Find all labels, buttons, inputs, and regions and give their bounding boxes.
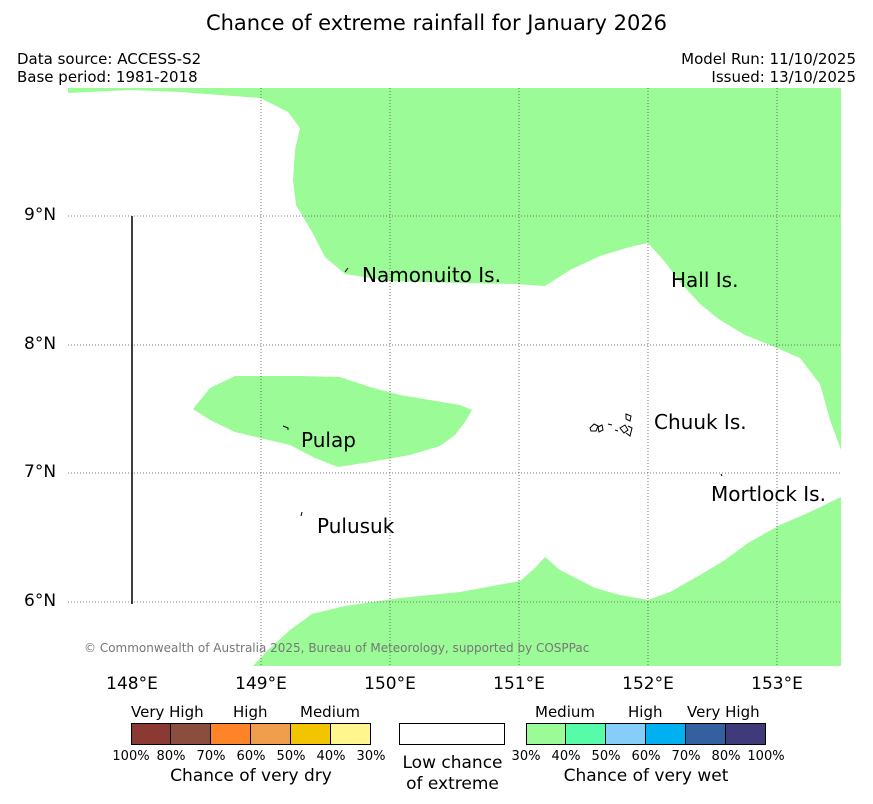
dry-tick: 50% <box>276 749 306 764</box>
dry-swatch-2 <box>171 723 211 745</box>
island-shapes <box>282 267 723 517</box>
copyright-notice: © Commonwealth of Australia 2025, Bureau… <box>84 641 590 655</box>
legend-dry-high: High <box>233 703 268 721</box>
lon-label-148e: 148°E <box>106 674 158 694</box>
dry-tick: 60% <box>236 749 266 764</box>
wet-region-south <box>253 497 841 666</box>
legend-dry-very-high: Very High <box>131 703 204 721</box>
pulusuk-shape <box>300 511 303 517</box>
legend-wet-very-high: Very High <box>687 703 760 721</box>
wet-tick: 30% <box>511 749 541 764</box>
chart-title: Chance of extreme rainfall for January 2… <box>205 11 668 35</box>
legend-wet-high: High <box>628 703 663 721</box>
wet-swatch-6 <box>726 723 766 745</box>
lon-label-149e: 149°E <box>235 674 287 694</box>
lon-label-153e: 153°E <box>751 674 803 694</box>
meta-right: Model Run: 11/10/2025 Issued: 13/10/2025 <box>681 50 856 86</box>
dry-tick: 40% <box>316 749 346 764</box>
label-hall: Hall Is. <box>671 268 739 292</box>
model-run: Model Run: 11/10/2025 <box>681 50 856 68</box>
dry-swatch-5 <box>291 723 331 745</box>
lat-label-8n: 8°N <box>24 334 57 354</box>
chuuk-lagoon <box>589 413 633 437</box>
map-grid <box>68 88 841 666</box>
mortlock-shape <box>720 473 723 477</box>
label-chuuk: Chuuk Is. <box>654 410 747 434</box>
dry-tick: 30% <box>356 749 386 764</box>
label-pulap: Pulap <box>301 428 356 452</box>
namonuito-shape <box>344 267 349 273</box>
wet-regions <box>68 88 841 666</box>
dry-swatch-4 <box>251 723 291 745</box>
wet-tick: 40% <box>551 749 581 764</box>
pulap-shape <box>282 425 289 430</box>
dry-swatch-1 <box>131 723 171 745</box>
label-mortlock: Mortlock Is. <box>711 482 826 506</box>
wet-region-pulap <box>193 376 472 467</box>
wet-swatch-3 <box>606 723 646 745</box>
dry-tick: 70% <box>196 749 226 764</box>
lon-label-152e: 152°E <box>622 674 674 694</box>
label-pulusuk: Pulusuk <box>317 514 395 538</box>
lon-label-151e: 151°E <box>493 674 545 694</box>
issued-date: Issued: 13/10/2025 <box>711 68 856 86</box>
legend-dry-medium: Medium <box>300 703 360 721</box>
wet-swatch-5 <box>686 723 726 745</box>
data-source: Data source: ACCESS-S2 <box>17 50 202 68</box>
label-namonuito: Namonuito Is. <box>362 263 501 287</box>
legend-low-line2: of extreme <box>406 774 499 794</box>
lat-label-7n: 7°N <box>24 462 57 482</box>
legend-low-label: Low chance of extreme <box>380 753 525 795</box>
dry-swatch-6 <box>331 723 371 745</box>
dry-tick: 100% <box>112 749 150 764</box>
lat-label-6n: 6°N <box>24 591 57 611</box>
rainfall-map <box>68 88 841 666</box>
wet-swatch-4 <box>646 723 686 745</box>
base-period: Base period: 1981-2018 <box>17 68 198 86</box>
legend-low-line1: Low chance <box>402 753 503 773</box>
lon-label-150e: 150°E <box>364 674 416 694</box>
legend-dry-title: Chance of very dry <box>170 766 332 786</box>
legend-wet-title: Chance of very wet <box>563 766 729 786</box>
wet-tick: 100% <box>747 749 785 764</box>
wet-tick: 60% <box>631 749 661 764</box>
legend-wet-medium: Medium <box>535 703 595 721</box>
wet-tick: 50% <box>591 749 621 764</box>
wet-swatch-2 <box>566 723 606 745</box>
wet-swatch-1 <box>526 723 566 745</box>
lat-label-9n: 9°N <box>24 205 57 225</box>
legend-low-swatch <box>399 723 505 745</box>
dry-tick: 80% <box>156 749 186 764</box>
dry-swatch-3 <box>211 723 251 745</box>
meta-left: Data source: ACCESS-S2 Base period: 1981… <box>17 50 201 86</box>
wet-tick: 80% <box>711 749 741 764</box>
wet-tick: 70% <box>671 749 701 764</box>
